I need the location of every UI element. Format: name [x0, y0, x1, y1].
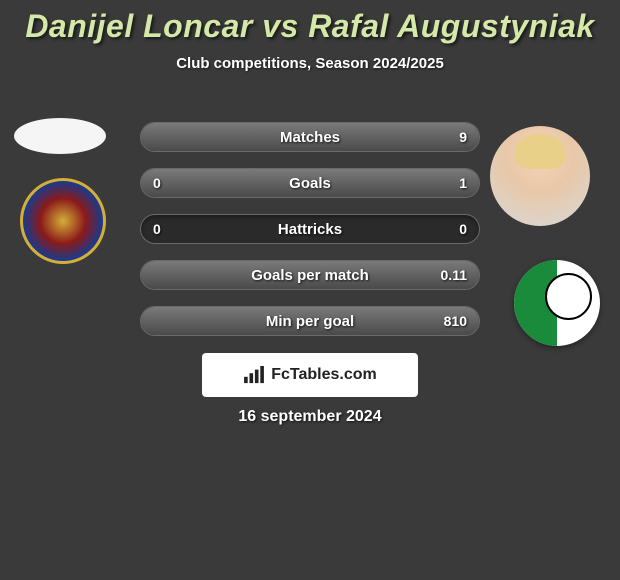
page-title: Danijel Loncar vs Rafal Augustyniak — [0, 0, 620, 45]
player-right-avatar — [490, 126, 590, 226]
stat-row: Goals per match 0.11 — [140, 260, 480, 290]
player-left-avatar — [14, 118, 106, 154]
stat-value-left: 0 — [153, 175, 161, 191]
stat-label: Matches — [280, 129, 340, 146]
stat-value-right: 9 — [459, 129, 467, 145]
stat-value-right: 0 — [459, 221, 467, 237]
chart-icon — [243, 366, 265, 384]
stat-row: 0 Hattricks 0 — [140, 214, 480, 244]
branding-text: FcTables.com — [271, 366, 377, 384]
stat-row: Min per goal 810 — [140, 306, 480, 336]
stat-value-right: 810 — [444, 313, 467, 329]
stats-container: Matches 9 0 Goals 1 0 Hattricks 0 Goals per matc… — [140, 122, 480, 352]
stat-value-right: 1 — [459, 175, 467, 191]
player-right-club-badge — [514, 260, 600, 346]
stat-label: Goals per match — [251, 267, 369, 284]
branding-badge: FcTables.com — [202, 353, 418, 397]
stat-value-left: 0 — [153, 221, 161, 237]
stat-row: Matches 9 — [140, 122, 480, 152]
subtitle: Club competitions, Season 2024/2025 — [0, 55, 620, 72]
stat-label: Hattricks — [278, 221, 342, 238]
player-left-club-badge — [20, 178, 106, 264]
stat-value-right: 0.11 — [441, 267, 467, 283]
date-label: 16 september 2024 — [0, 408, 620, 426]
stat-label: Goals — [289, 175, 331, 192]
stat-row: 0 Goals 1 — [140, 168, 480, 198]
stat-label: Min per goal — [266, 313, 354, 330]
